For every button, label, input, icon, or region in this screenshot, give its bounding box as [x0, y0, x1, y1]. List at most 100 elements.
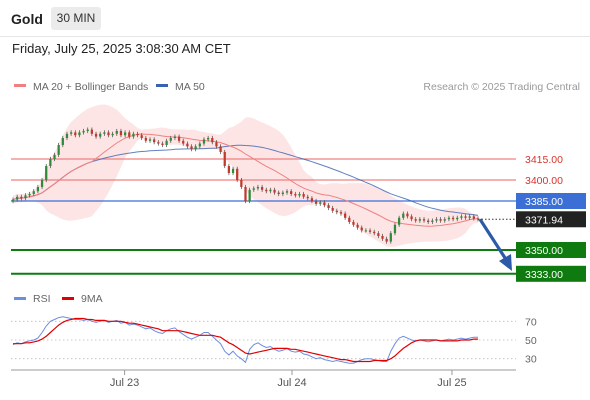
candle-body [40, 180, 44, 187]
candle-body [294, 194, 297, 196]
candle-body [173, 136, 177, 138]
forecast-arrow-head [499, 254, 512, 271]
candle-body [223, 152, 226, 166]
candle-body [69, 132, 73, 134]
candle-body [385, 238, 388, 242]
candle-body [244, 187, 247, 201]
candle-body [364, 230, 368, 232]
level-tag-3333.00 [516, 265, 586, 282]
ma20-legend-label: MA 20 + Bollinger Bands [33, 81, 148, 93]
candle-body [281, 192, 284, 194]
bollinger-band-area [13, 104, 478, 247]
candle-body [447, 217, 451, 220]
candle-body [352, 222, 355, 225]
rsi-legend-label: RSI [33, 293, 51, 305]
candle-body [236, 168, 239, 180]
candle-body [368, 230, 372, 232]
candle-body [464, 216, 467, 218]
ma20-line [12, 133, 479, 227]
instrument-title: Gold [11, 11, 43, 27]
level-label-3350.00: 3350.00 [525, 245, 563, 257]
candle-body [219, 146, 222, 152]
candle-body [49, 159, 52, 166]
candle-body [190, 146, 193, 150]
candle-body [393, 224, 397, 234]
candle-body [16, 196, 19, 200]
x-tick-label: Jul 24 [277, 377, 306, 389]
candle-body [290, 191, 293, 194]
candle-body [273, 189, 276, 193]
candle-body [381, 236, 384, 239]
candle-body [194, 146, 197, 150]
timeframe-button[interactable]: 30 MIN [51, 7, 101, 30]
candle-body [65, 133, 69, 138]
candle-body [269, 189, 272, 192]
candle-body [78, 132, 81, 136]
candle-body [422, 219, 426, 221]
candle-body [103, 132, 106, 134]
candle-body [86, 129, 89, 131]
candle-body [111, 133, 114, 136]
candle-body [119, 131, 123, 136]
candle-body [456, 217, 459, 220]
rsi-ma-legend-swatch [62, 297, 74, 300]
candle-body [344, 213, 347, 218]
candle-body [373, 231, 376, 234]
candle-body [306, 196, 309, 199]
candle-body [24, 195, 27, 199]
candle-body [61, 138, 64, 145]
candle-body [148, 139, 152, 141]
candle-body [132, 133, 135, 137]
candle-body [356, 224, 359, 228]
candle-body [302, 194, 305, 197]
candle-body [90, 129, 94, 134]
candle-body [406, 213, 409, 217]
candle-body [260, 187, 264, 190]
candle-body [360, 227, 363, 231]
candle-body [435, 219, 438, 221]
research-credit: Research © 2025 Trading Central [423, 81, 580, 93]
candle-body [157, 142, 160, 144]
candle-body [186, 143, 189, 147]
level-tag-3385.00 [516, 193, 586, 209]
candle-body [240, 180, 243, 187]
rsi-tick-50: 50 [525, 335, 537, 347]
candle-body [153, 139, 156, 143]
candle-body [348, 217, 351, 222]
candle-body [314, 201, 318, 204]
candle-body [298, 194, 301, 196]
candle-body [57, 145, 60, 155]
candle-body [231, 168, 235, 173]
candle-body [165, 140, 168, 145]
candle-body [82, 131, 85, 133]
candle-body [310, 198, 314, 201]
candle-body [28, 194, 31, 196]
candle-body [460, 216, 463, 218]
rsi-ma-legend-label: 9MA [81, 293, 103, 305]
ma50-legend-label: MA 50 [175, 81, 205, 93]
candle-body [327, 205, 330, 208]
level-label-3415.00: 3415.00 [525, 154, 563, 166]
candle-body [198, 143, 201, 147]
candle-body [45, 166, 48, 180]
forecast-arrow-shaft [478, 218, 509, 262]
candle-body [123, 132, 127, 136]
candle-body [256, 187, 260, 189]
candle-body [323, 202, 326, 206]
candle-body [211, 138, 214, 143]
last-price-label: 3371.94 [525, 214, 563, 226]
candle-body [414, 219, 417, 221]
candle-body [207, 138, 210, 140]
candle-body [335, 210, 338, 213]
candle-body [439, 219, 442, 221]
candle-body [74, 132, 77, 136]
candle-body [431, 220, 434, 222]
candle-body [161, 143, 164, 145]
ma20-legend-swatch [14, 84, 26, 87]
ma50-legend-swatch [156, 84, 168, 87]
candle-body [99, 133, 102, 137]
candle-body [277, 192, 280, 194]
chart-header: Gold 30 MIN [0, 0, 590, 37]
candle-body [32, 191, 35, 194]
candle-body [227, 166, 231, 173]
